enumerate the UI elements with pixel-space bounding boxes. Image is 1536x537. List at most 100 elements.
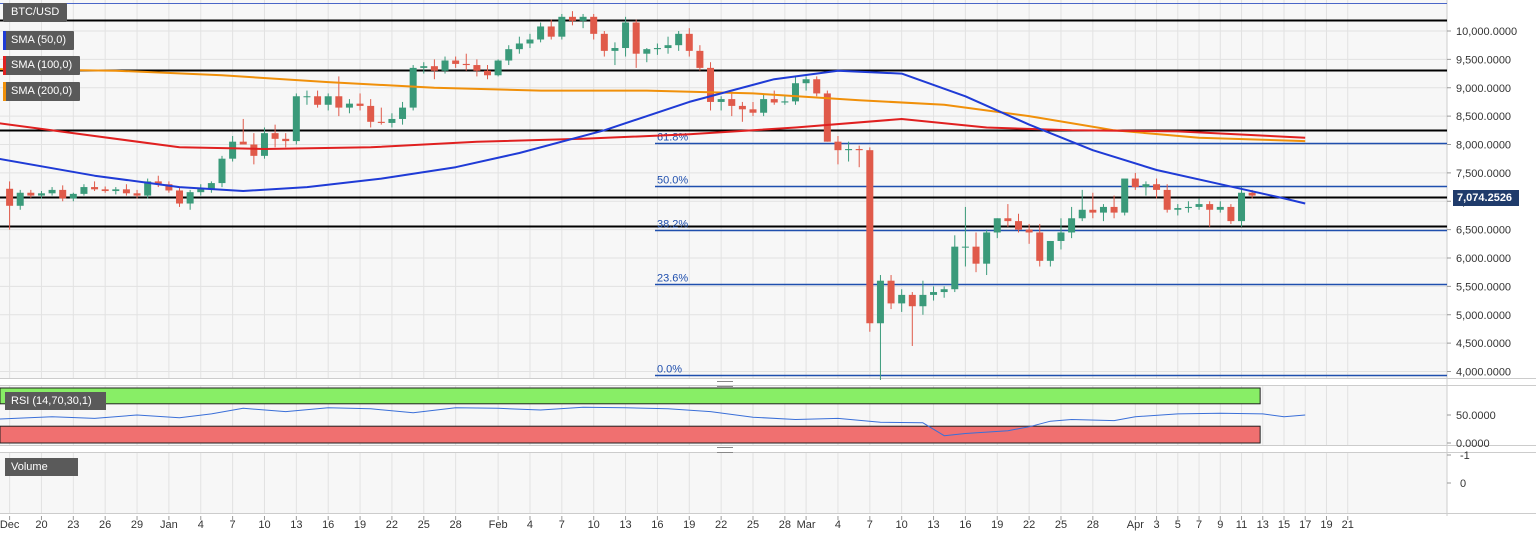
candle-body bbox=[653, 48, 661, 50]
last-price-tag: 7,074.2526 bbox=[1453, 190, 1519, 206]
sma-100-line bbox=[0, 118, 1306, 150]
time-axis-label: 7 bbox=[230, 519, 236, 531]
candle-body bbox=[1206, 204, 1214, 210]
time-axis-label: 7 bbox=[1196, 519, 1202, 531]
rsi-line bbox=[0, 406, 1306, 437]
candle-body bbox=[48, 189, 56, 194]
candle-body bbox=[69, 193, 77, 199]
candle-body bbox=[961, 246, 969, 248]
time-axis-label: Jan bbox=[160, 519, 178, 531]
time-axis-label: Dec bbox=[0, 519, 20, 531]
candle-body bbox=[197, 188, 205, 193]
time-axis-label: 28 bbox=[779, 519, 791, 531]
candle-body bbox=[1068, 218, 1076, 233]
price-axis-label: 10,000.0000 bbox=[1456, 26, 1517, 38]
candle-body bbox=[951, 246, 959, 290]
candle-body bbox=[1195, 204, 1203, 207]
candle-body bbox=[282, 138, 290, 142]
candle-body bbox=[728, 99, 736, 106]
time-axis-label: 3 bbox=[1153, 519, 1159, 531]
candle-body bbox=[292, 96, 300, 142]
last-price-value: 7,074.2526 bbox=[1457, 192, 1513, 204]
candle-body bbox=[1121, 178, 1129, 213]
candle-body bbox=[866, 150, 874, 324]
candle-body bbox=[399, 107, 407, 119]
candle-body bbox=[229, 141, 237, 159]
time-axis-label: 15 bbox=[1278, 519, 1290, 531]
candle-body bbox=[91, 187, 99, 190]
price-axis-label: 8,000.0000 bbox=[1456, 140, 1511, 152]
time-axis-label: 25 bbox=[1055, 519, 1067, 531]
time-axis-label: 9 bbox=[1217, 519, 1223, 531]
candle-body bbox=[898, 294, 906, 304]
fib-level-label: 0.0% bbox=[657, 364, 682, 376]
time-axis-label: 13 bbox=[927, 519, 939, 531]
candle-body bbox=[760, 99, 768, 113]
candle-body bbox=[367, 105, 375, 122]
sma-50-label: SMA (50,0) bbox=[11, 34, 67, 46]
candle-body bbox=[1099, 206, 1107, 213]
candle-body bbox=[547, 26, 555, 37]
price-axis-label: 4,500.0000 bbox=[1456, 338, 1511, 350]
candle-body bbox=[484, 70, 491, 76]
candle-body bbox=[707, 67, 715, 102]
candle-body bbox=[345, 103, 353, 108]
time-axis-label: 26 bbox=[99, 519, 111, 531]
candle-body bbox=[537, 26, 545, 40]
candle-body bbox=[1174, 208, 1182, 210]
candle-body bbox=[1089, 209, 1097, 213]
candle-body bbox=[505, 49, 513, 61]
candle-body bbox=[1216, 206, 1224, 210]
time-axis-label: 7 bbox=[559, 519, 565, 531]
candle-body bbox=[1078, 209, 1086, 219]
time-axis-label: 28 bbox=[450, 519, 462, 531]
candle-body bbox=[303, 96, 311, 98]
candle-body bbox=[1015, 221, 1022, 230]
candle-body bbox=[802, 79, 810, 84]
candle-body bbox=[600, 33, 608, 51]
candle-body bbox=[855, 149, 863, 151]
time-axis-label: Apr bbox=[1127, 519, 1144, 531]
time-axis-label: 11 bbox=[1236, 519, 1247, 531]
candle-body bbox=[1131, 178, 1139, 188]
candle-body bbox=[1142, 184, 1150, 188]
instrument-label-text: BTC/USD bbox=[11, 6, 60, 18]
instrument-label[interactable]: BTC/USD bbox=[3, 3, 68, 22]
price-axis-label: 7,500.0000 bbox=[1456, 168, 1511, 180]
candle-body bbox=[473, 65, 481, 71]
time-axis-label: 19 bbox=[683, 519, 695, 531]
volume-pane-label[interactable]: Volume bbox=[5, 458, 78, 476]
candle-body bbox=[813, 79, 821, 94]
candle-body bbox=[1057, 232, 1065, 241]
time-axis-label: 19 bbox=[354, 519, 366, 531]
candle-body bbox=[632, 22, 640, 54]
time-axis-label: 25 bbox=[418, 519, 430, 531]
time-axis-label: 10 bbox=[896, 519, 908, 531]
candle-body bbox=[260, 133, 268, 156]
price-axis-label: 6,000.0000 bbox=[1456, 253, 1511, 265]
time-axis-label: 16 bbox=[959, 519, 971, 531]
time-axis-label: 22 bbox=[715, 519, 727, 531]
candle-body bbox=[1025, 229, 1033, 233]
fib-level-label: 50.0% bbox=[657, 175, 688, 187]
candle-body bbox=[1153, 184, 1161, 190]
pane-resize-handle-rsi[interactable] bbox=[717, 447, 733, 453]
time-axis-label: 29 bbox=[131, 519, 143, 531]
candle-body bbox=[154, 181, 162, 185]
candle-body bbox=[1248, 192, 1256, 196]
candle-body bbox=[643, 49, 651, 54]
candle-body bbox=[972, 246, 980, 264]
rsi-axis-label: 0.0000 bbox=[1456, 438, 1490, 450]
sma-100-swatch bbox=[3, 56, 6, 75]
candle-body bbox=[324, 96, 332, 105]
indicator-sma-100[interactable]: SMA (100,0) bbox=[3, 56, 81, 75]
price-axis-label: 5,500.0000 bbox=[1456, 281, 1511, 293]
rsi-pane-label[interactable]: RSI (14,70,30,1) bbox=[5, 392, 106, 410]
indicator-sma-50[interactable]: SMA (50,0) bbox=[3, 31, 75, 50]
candle-body bbox=[271, 133, 279, 139]
candle-body bbox=[144, 181, 152, 196]
pane-resize-handle-main[interactable] bbox=[717, 381, 733, 387]
indicator-sma-200[interactable]: SMA (200,0) bbox=[3, 82, 81, 101]
price-axis-label: 5,000.0000 bbox=[1456, 310, 1511, 322]
